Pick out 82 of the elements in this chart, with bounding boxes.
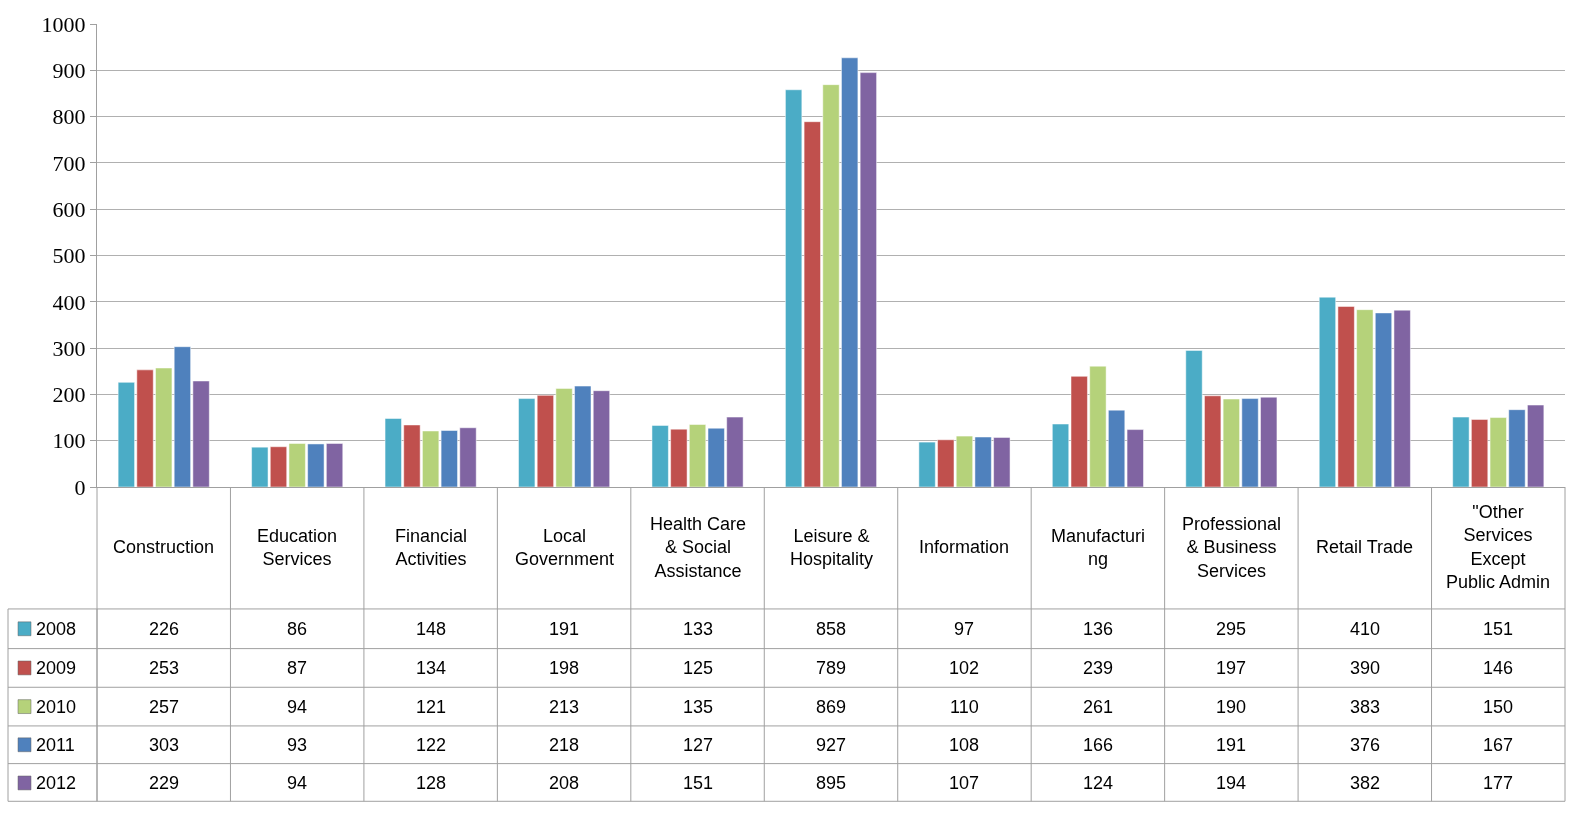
x-tick-label: Leisure & Hospitality — [790, 526, 874, 570]
legend-label: 2008 — [36, 619, 77, 639]
data-label: 166 — [1083, 735, 1114, 755]
y-tick-label: 300 — [52, 335, 86, 361]
y-tick-label: 100 — [52, 428, 86, 454]
data-label: 94 — [287, 697, 308, 717]
data-label: 410 — [1350, 619, 1381, 639]
data-label: 197 — [1216, 658, 1247, 678]
y-tick-label: 700 — [52, 150, 86, 176]
data-label: 177 — [1483, 773, 1514, 793]
data-label: 110 — [950, 697, 979, 717]
y-tick-label: 1000 — [41, 11, 86, 37]
x-tick-label: Local Government — [515, 526, 615, 570]
data-label: 261 — [1083, 697, 1114, 717]
data-label: 151 — [683, 773, 714, 793]
data-label: 253 — [149, 658, 180, 678]
y-tick-label: 200 — [52, 382, 86, 408]
data-label: 191 — [1216, 735, 1247, 755]
data-label: 927 — [816, 735, 847, 755]
data-label: 122 — [416, 735, 447, 755]
data-label: 303 — [149, 735, 180, 755]
legend-label: 2012 — [36, 773, 77, 793]
data-label: 124 — [1083, 773, 1114, 793]
data-label: 229 — [149, 773, 180, 793]
x-tick-label: Professional & Business Services — [1182, 514, 1282, 581]
data-label: 257 — [149, 697, 180, 717]
y-tick-label: 0 — [74, 474, 86, 500]
data-label: 858 — [816, 619, 847, 639]
data-label: 86 — [287, 619, 308, 639]
x-tick-label: Health Care & Social Assistance — [650, 514, 747, 581]
data-label: 97 — [954, 619, 975, 639]
x-tick-label: Financial Activities — [395, 526, 468, 570]
x-tick-label: Construction — [113, 537, 215, 557]
data-label: 869 — [816, 697, 847, 717]
data-label: 94 — [287, 773, 308, 793]
data-label: 226 — [149, 619, 180, 639]
y-tick-label: 500 — [52, 243, 86, 269]
data-label: 213 — [549, 697, 580, 717]
data-label: 218 — [549, 735, 580, 755]
legend-label: 2010 — [36, 697, 77, 717]
data-label: 198 — [549, 658, 580, 678]
data-label: 789 — [816, 658, 847, 678]
x-tick-label: Education Services — [257, 526, 338, 570]
data-label: 390 — [1350, 658, 1381, 678]
x-tick-label: Information — [919, 537, 1010, 557]
data-label: 194 — [1216, 773, 1247, 793]
legend-label: 2009 — [36, 658, 77, 678]
data-label: 135 — [683, 697, 714, 717]
data-label: 134 — [416, 658, 447, 678]
data-label: 87 — [287, 658, 308, 678]
data-label: 128 — [416, 773, 447, 793]
data-label: 125 — [683, 658, 714, 678]
data-label: 108 — [949, 735, 980, 755]
data-label: 382 — [1350, 773, 1381, 793]
data-label: 376 — [1350, 735, 1381, 755]
data-label: 208 — [549, 773, 580, 793]
data-label: 191 — [549, 619, 580, 639]
data-label: 190 — [1216, 697, 1247, 717]
y-tick-label: 600 — [52, 196, 86, 222]
y-tick-label: 800 — [52, 104, 86, 130]
data-label: 146 — [1483, 658, 1514, 678]
data-label: 151 — [1483, 619, 1514, 639]
data-label: 295 — [1216, 619, 1247, 639]
data-label: 895 — [816, 773, 847, 793]
data-label: 383 — [1350, 697, 1381, 717]
x-tick-label: Retail Trade — [1316, 537, 1414, 557]
y-tick-label: 900 — [52, 58, 86, 83]
x-tick-label: Manufacturing — [1051, 526, 1146, 570]
x-tick-label: "Other Services Except Public Admin — [1446, 502, 1551, 593]
y-tick-label: 400 — [52, 289, 86, 315]
data-label: 239 — [1083, 658, 1114, 678]
data-label: 148 — [416, 619, 447, 639]
data-label: 133 — [683, 619, 714, 639]
data-label: 127 — [683, 735, 714, 755]
data-label: 136 — [1083, 619, 1114, 639]
data-label: 102 — [949, 658, 980, 678]
data-label: 93 — [287, 735, 308, 755]
data-label: 121 — [416, 697, 447, 717]
legend-label: 2011 — [36, 735, 75, 755]
data-label: 107 — [949, 773, 980, 793]
data-label: 167 — [1483, 735, 1514, 755]
data-label: 150 — [1483, 697, 1514, 717]
